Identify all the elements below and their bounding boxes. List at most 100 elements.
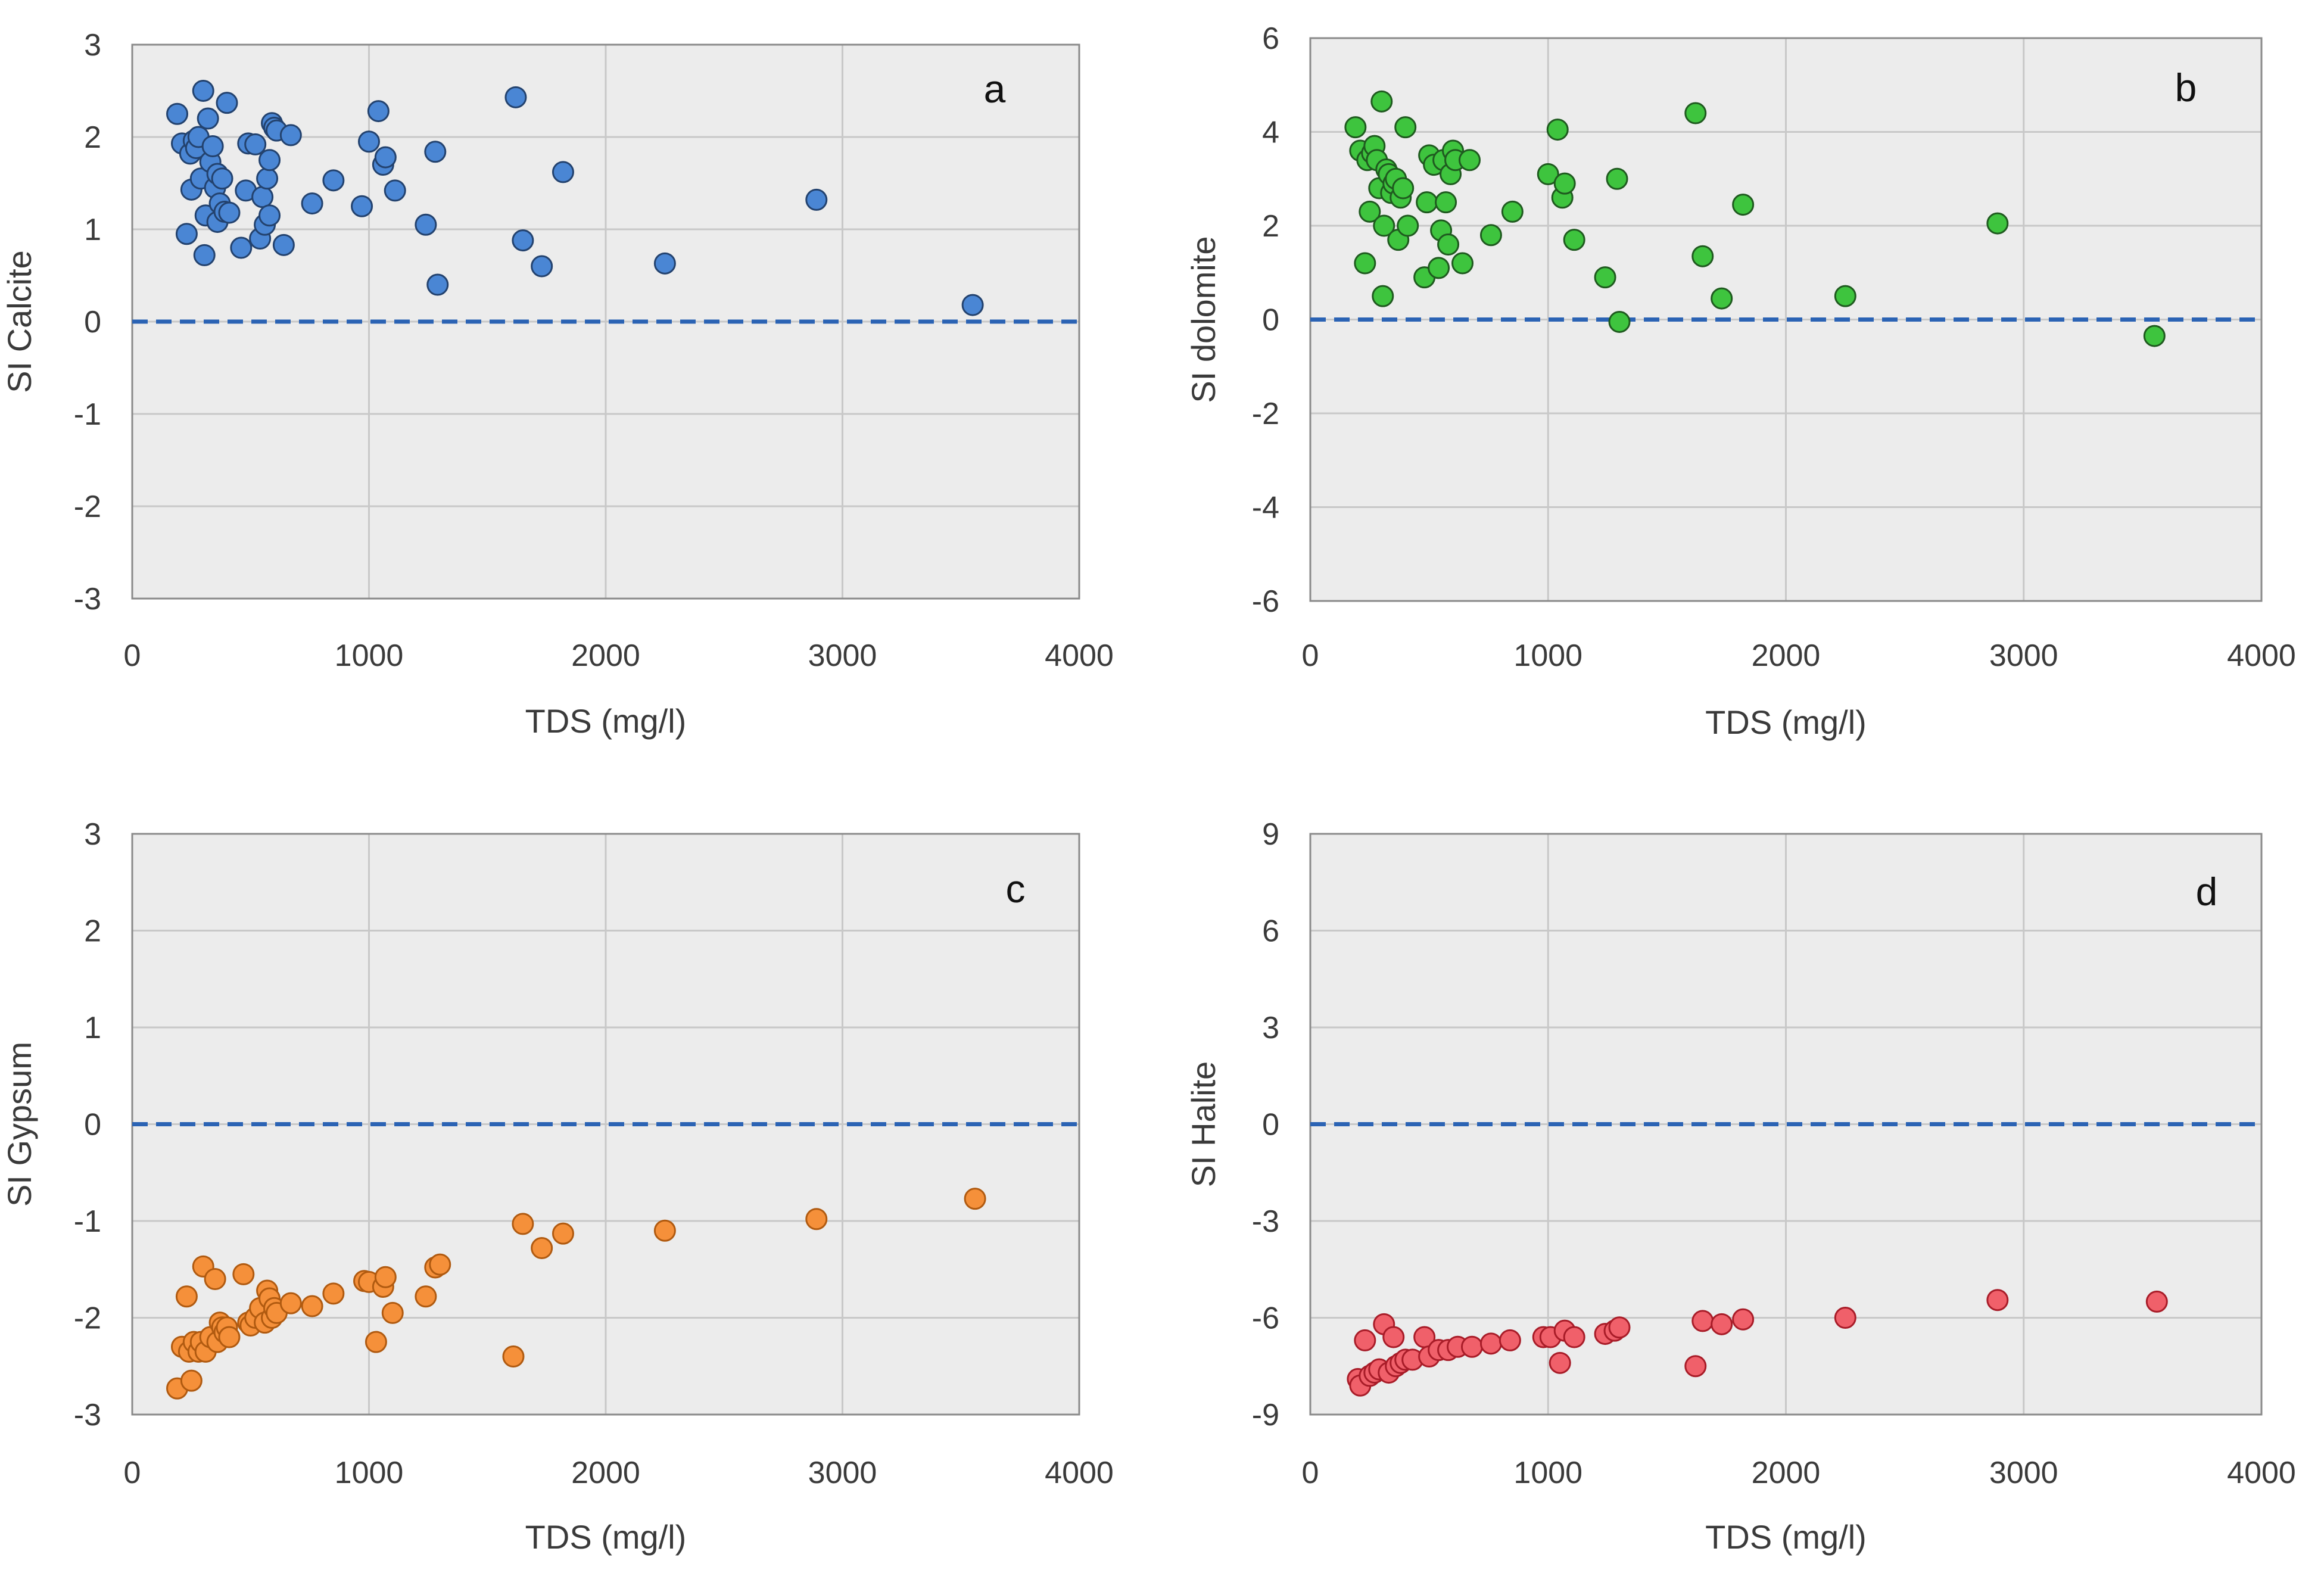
data-point	[1537, 163, 1559, 185]
data-point	[365, 1331, 387, 1353]
data-point	[2143, 325, 2166, 347]
data-point	[244, 133, 267, 155]
x-tick-label: 2000	[571, 638, 640, 673]
x-tick-label: 4000	[2227, 1456, 2296, 1490]
data-point	[1549, 1351, 1571, 1374]
data-point	[192, 80, 214, 102]
data-point	[193, 244, 216, 266]
x-tick-label: 0	[1302, 1456, 1319, 1490]
data-point	[374, 146, 397, 169]
y-tick-label: 0	[84, 1108, 101, 1142]
chart-panel-d: 0 1000 2000 3000 4000 9 6 3 0 -3 -6 -9 TDS (mg/l) SI …	[1185, 817, 2296, 1556]
data-point	[1373, 214, 1395, 237]
data-point	[805, 1208, 828, 1231]
data-point	[1370, 90, 1393, 113]
data-point	[1397, 214, 1419, 237]
x-tick-label: 3000	[1989, 1456, 2058, 1490]
panel-label: a	[984, 67, 1006, 111]
data-point	[805, 188, 828, 211]
x-tick-label: 1000	[335, 1456, 404, 1490]
y-tick-label: 1	[84, 213, 101, 247]
data-point	[1479, 1332, 1502, 1355]
y-tick-label: 2	[84, 120, 101, 155]
data-point	[1563, 229, 1585, 251]
data-point	[197, 107, 219, 130]
data-point	[1986, 1289, 2009, 1312]
y-axis-title: SI Halite	[1185, 1061, 1222, 1188]
x-tick-label: 1000	[1513, 638, 1582, 673]
data-point	[1354, 1329, 1376, 1351]
data-point	[1563, 1326, 1585, 1348]
data-point	[1691, 245, 1714, 267]
data-point	[1711, 287, 1733, 310]
y-tick-label: -2	[1252, 397, 1279, 431]
x-tick-label: 0	[1302, 638, 1319, 673]
data-point	[216, 92, 238, 114]
data-point	[374, 1266, 397, 1288]
data-point	[1608, 310, 1631, 333]
data-point	[504, 86, 527, 108]
y-tick-label: -1	[74, 397, 101, 432]
x-tick-label: 3000	[808, 638, 877, 673]
panel-label: d	[2196, 870, 2218, 914]
y-tick-label: 2	[1262, 209, 1279, 244]
x-tick-label: 2000	[571, 1456, 640, 1490]
data-point	[211, 167, 233, 190]
data-point	[381, 1301, 404, 1324]
data-point	[251, 186, 274, 208]
data-point	[301, 192, 323, 215]
data-point	[1428, 257, 1450, 279]
data-point	[232, 1263, 255, 1285]
data-point	[258, 149, 281, 172]
data-point	[1458, 149, 1481, 172]
data-point	[1354, 252, 1376, 275]
y-tick-label: -2	[74, 490, 101, 524]
data-point	[1344, 116, 1367, 139]
x-tick-label: 4000	[2227, 638, 2296, 673]
y-tick-label: -6	[1252, 584, 1279, 619]
data-point	[1546, 119, 1569, 141]
data-point	[429, 1253, 451, 1276]
y-tick-label: 3	[84, 28, 101, 63]
data-point	[1606, 167, 1628, 190]
data-point	[166, 102, 189, 125]
x-tick-label: 1000	[1513, 1456, 1582, 1490]
x-axis-title: TDS (mg/l)	[525, 702, 687, 740]
data-point	[502, 1345, 525, 1367]
data-point	[1435, 191, 1457, 214]
data-point	[512, 229, 534, 252]
y-tick-label: 6	[1262, 21, 1279, 56]
data-point	[1553, 172, 1576, 195]
data-point	[426, 273, 449, 296]
data-point	[180, 1369, 203, 1392]
data-point	[964, 1188, 986, 1210]
data-point	[272, 233, 295, 256]
x-tick-label: 3000	[1989, 638, 2058, 673]
x-tick-label: 0	[124, 1456, 141, 1490]
data-point	[1834, 1307, 1856, 1329]
y-tick-label: 4	[1262, 116, 1279, 150]
y-tick-label: 1	[84, 1011, 101, 1045]
chart-panel-c: 0 1000 2000 3000 4000 3 2 1 0 -1 -2 -3 TDS (mg/l) SI …	[1, 817, 1114, 1556]
data-point	[1437, 233, 1460, 256]
data-point	[531, 1237, 553, 1259]
x-tick-label: 2000	[1752, 1456, 1821, 1490]
y-tick-label: 0	[84, 305, 101, 339]
x-tick-label: 0	[124, 638, 141, 673]
data-point	[218, 201, 241, 224]
data-point	[2145, 1290, 2168, 1313]
data-point	[204, 1268, 226, 1290]
x-tick-label: 2000	[1752, 638, 1821, 673]
data-point	[384, 179, 406, 202]
data-point	[1834, 285, 1856, 307]
y-axis-title: SI dolomite	[1185, 236, 1222, 403]
data-point	[961, 294, 984, 316]
panel-label: b	[2175, 66, 2197, 110]
panel-label: c	[1006, 867, 1026, 911]
y-tick-label: -3	[74, 582, 101, 616]
data-point	[1691, 1310, 1714, 1332]
data-point	[258, 204, 281, 227]
x-axis-title: TDS (mg/l)	[1705, 1518, 1867, 1556]
data-point	[1394, 116, 1417, 139]
data-point	[279, 124, 302, 147]
